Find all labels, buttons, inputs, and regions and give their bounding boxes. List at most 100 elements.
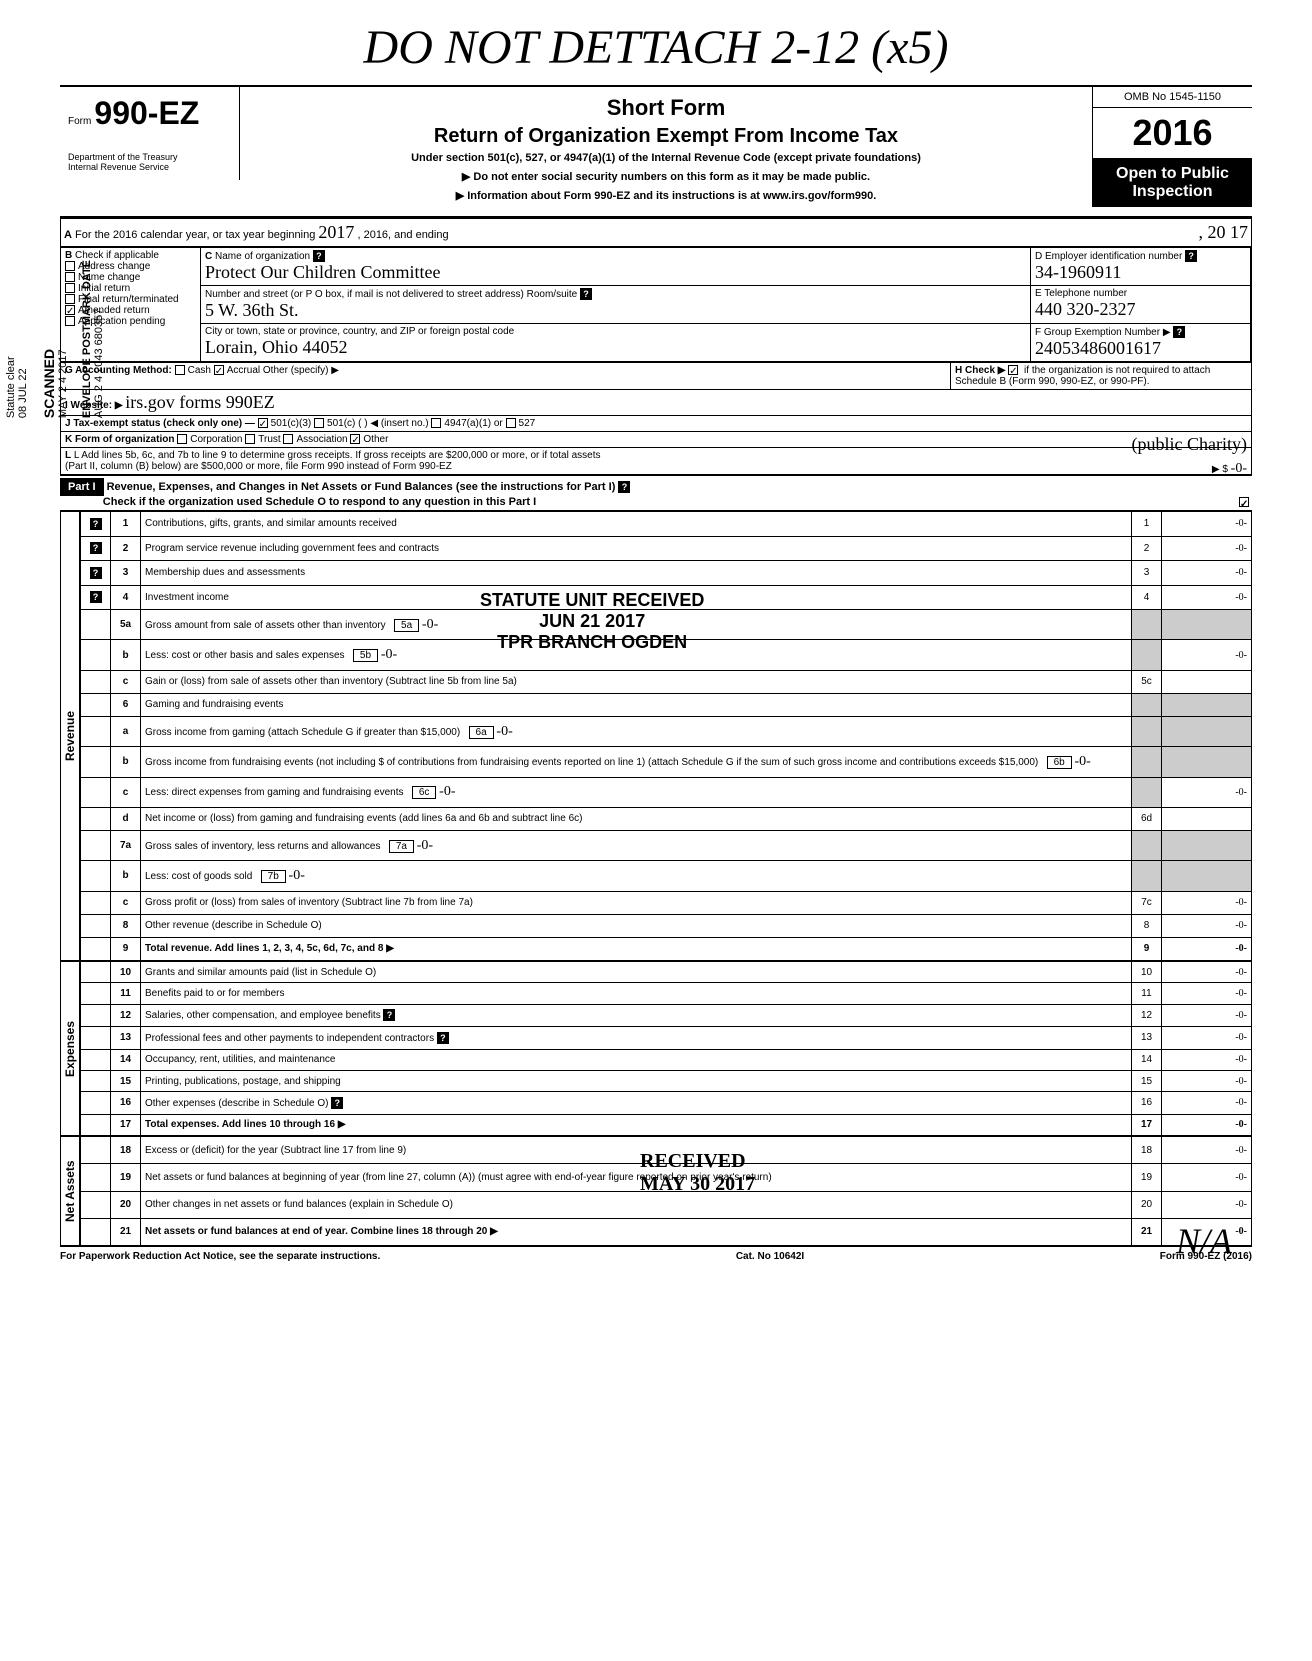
revenue-label: Revenue (60, 511, 80, 961)
expenses-container: Expenses 10Grants and similar amounts pa… (60, 961, 1252, 1136)
line-5b-shaded (1132, 640, 1162, 670)
checkbox-cash[interactable] (175, 365, 185, 375)
line-6b-iamt: -0- (1075, 754, 1091, 769)
help-icon[interactable]: ? (90, 518, 102, 530)
help-icon[interactable]: ? (437, 1032, 449, 1044)
line-17-desc: Total expenses. Add lines 10 through 16 (145, 1119, 335, 1130)
help-icon[interactable]: ? (618, 481, 630, 493)
footer: For Paperwork Reduction Act Notice, see … (60, 1246, 1252, 1262)
line-9-num: 9 (111, 937, 141, 960)
line-6a-ibox: 6a (469, 726, 494, 739)
statute-stamp-branch: TPR BRANCH OGDEN (497, 632, 687, 652)
line-1-desc: Contributions, gifts, grants, and simila… (141, 512, 1132, 537)
side-date2: MAY 2 4 2017 (57, 260, 69, 418)
line-15-amt: -0- (1162, 1070, 1252, 1091)
help-icon[interactable]: ? (90, 567, 102, 579)
section-j: J Tax-exempt status (check only one) — 5… (61, 415, 1251, 431)
top-handwritten-note: DO NOT DETTACH 2-12 (x5) (60, 20, 1252, 75)
main-title: Return of Organization Exempt From Incom… (248, 125, 1084, 148)
d-value: 34-1960911 (1035, 262, 1121, 282)
line-17-num: 17 (111, 1114, 141, 1135)
checkbox-501c3[interactable] (258, 418, 268, 428)
checkbox-4947[interactable] (431, 418, 441, 428)
section-l: L L Add lines 5b, 6c, and 7b to line 9 t… (61, 447, 1251, 474)
line-6-amt-shaded (1162, 693, 1252, 716)
line-6a-num: a (111, 716, 141, 746)
line-16-amt: -0- (1162, 1092, 1252, 1115)
checkbox-corp[interactable] (177, 434, 187, 444)
line-7b: bLess: cost of goods sold 7b -0- (81, 861, 1252, 891)
line-20-desc: Other changes in net assets or fund bala… (141, 1191, 1132, 1218)
line-9-amt: -0- (1162, 937, 1252, 960)
line-19-num: 19 (111, 1164, 141, 1191)
e-label: E Telephone number (1035, 288, 1127, 299)
checkbox-accrual[interactable] (214, 365, 224, 375)
line-5b-desc: Less: cost or other basis and sales expe… (145, 650, 345, 661)
line-16-box: 16 (1132, 1092, 1162, 1115)
line-6b-amt-shaded (1162, 747, 1252, 777)
checkbox-part1[interactable] (1239, 497, 1249, 507)
line-6d-desc: Net income or (loss) from gaming and fun… (141, 807, 1132, 830)
line-12-desc: Salaries, other compensation, and employ… (145, 1010, 381, 1021)
lines-container: Revenue ?1Contributions, gifts, grants, … (60, 511, 1252, 961)
line-12-num: 12 (111, 1004, 141, 1027)
help-icon[interactable]: ? (1185, 250, 1197, 262)
line-7c-amt: -0- (1162, 891, 1252, 914)
help-icon[interactable]: ? (331, 1097, 343, 1109)
line-19-amt: -0- (1162, 1164, 1252, 1191)
line-7c-box: 7c (1132, 891, 1162, 914)
line-2: ?2Program service revenue including gove… (81, 536, 1252, 561)
checkbox-501c[interactable] (314, 418, 324, 428)
j-opt-0: 501(c)(3) (271, 418, 312, 429)
right-header-box: OMB No 1545-1150 2016 Open to Public Ins… (1092, 87, 1252, 207)
help-icon[interactable]: ? (313, 250, 325, 262)
checkbox-other[interactable] (350, 434, 360, 444)
line-5c-num: c (111, 670, 141, 693)
line-3-box: 3 (1132, 561, 1162, 586)
help-icon[interactable]: ? (1173, 326, 1185, 338)
section-i: I Website: ▶ irs.gov forms 990EZ (61, 389, 1251, 415)
line-2-num: 2 (111, 536, 141, 561)
side-date3: AUG 2 4 2043 680357 (93, 260, 105, 418)
help-icon[interactable]: ? (90, 591, 102, 603)
checkbox-assoc[interactable] (283, 434, 293, 444)
line-20-amt: -0- (1162, 1191, 1252, 1218)
help-icon[interactable]: ? (580, 288, 592, 300)
line-6b-desc: Gross income from fundraising events (no… (145, 757, 1038, 768)
c-addr-value: 5 W. 36th St. (205, 300, 299, 320)
line-15-num: 15 (111, 1070, 141, 1091)
line-6c-shaded (1132, 777, 1162, 807)
arrow-note-1: ▶ Do not enter social security numbers o… (248, 170, 1084, 183)
checkbox-h[interactable] (1008, 365, 1018, 375)
help-icon[interactable]: ? (90, 542, 102, 554)
line-8-num: 8 (111, 914, 141, 937)
line-21-desc: Net assets or fund balances at end of ye… (145, 1226, 487, 1237)
line-10: 10Grants and similar amounts paid (list … (81, 962, 1252, 983)
line-13-num: 13 (111, 1027, 141, 1050)
line-15: 15Printing, publications, postage, and s… (81, 1070, 1252, 1091)
line-19-box: 19 (1132, 1164, 1162, 1191)
section-a: A For the 2016 calendar year, or tax yea… (60, 218, 1252, 247)
subtitle: Under section 501(c), 527, or 4947(a)(1)… (248, 152, 1084, 164)
line-5c: cGain or (loss) from sale of assets othe… (81, 670, 1252, 693)
short-form-title: Short Form (248, 95, 1084, 121)
side-envelope: ENVELOPE POSTMARK DATE (81, 260, 93, 418)
received-stamp: RECEIVED MAY 30 2017 (640, 1150, 755, 1196)
expenses-label: Expenses (60, 961, 80, 1136)
line-20-box: 20 (1132, 1191, 1162, 1218)
h-label: H Check ▶ (955, 365, 1005, 376)
part1-title: Revenue, Expenses, and Changes in Net As… (107, 481, 616, 493)
line-6b-num: b (111, 747, 141, 777)
c-city-value: Lorain, Ohio 44052 (205, 337, 347, 357)
line-9-box: 9 (1132, 937, 1162, 960)
line-17-box: 17 (1132, 1114, 1162, 1135)
line-6c: cLess: direct expenses from gaming and f… (81, 777, 1252, 807)
help-icon[interactable]: ? (383, 1009, 395, 1021)
line-6b-ibox: 6b (1047, 756, 1072, 769)
line-6a-desc: Gross income from gaming (attach Schedul… (145, 727, 460, 738)
line-18-desc: Excess or (deficit) for the year (Subtra… (141, 1137, 1132, 1164)
checkbox-trust[interactable] (245, 434, 255, 444)
line-5b-ibox: 5b (353, 649, 378, 662)
line-11: 11Benefits paid to or for members11-0- (81, 983, 1252, 1004)
checkbox-527[interactable] (506, 418, 516, 428)
